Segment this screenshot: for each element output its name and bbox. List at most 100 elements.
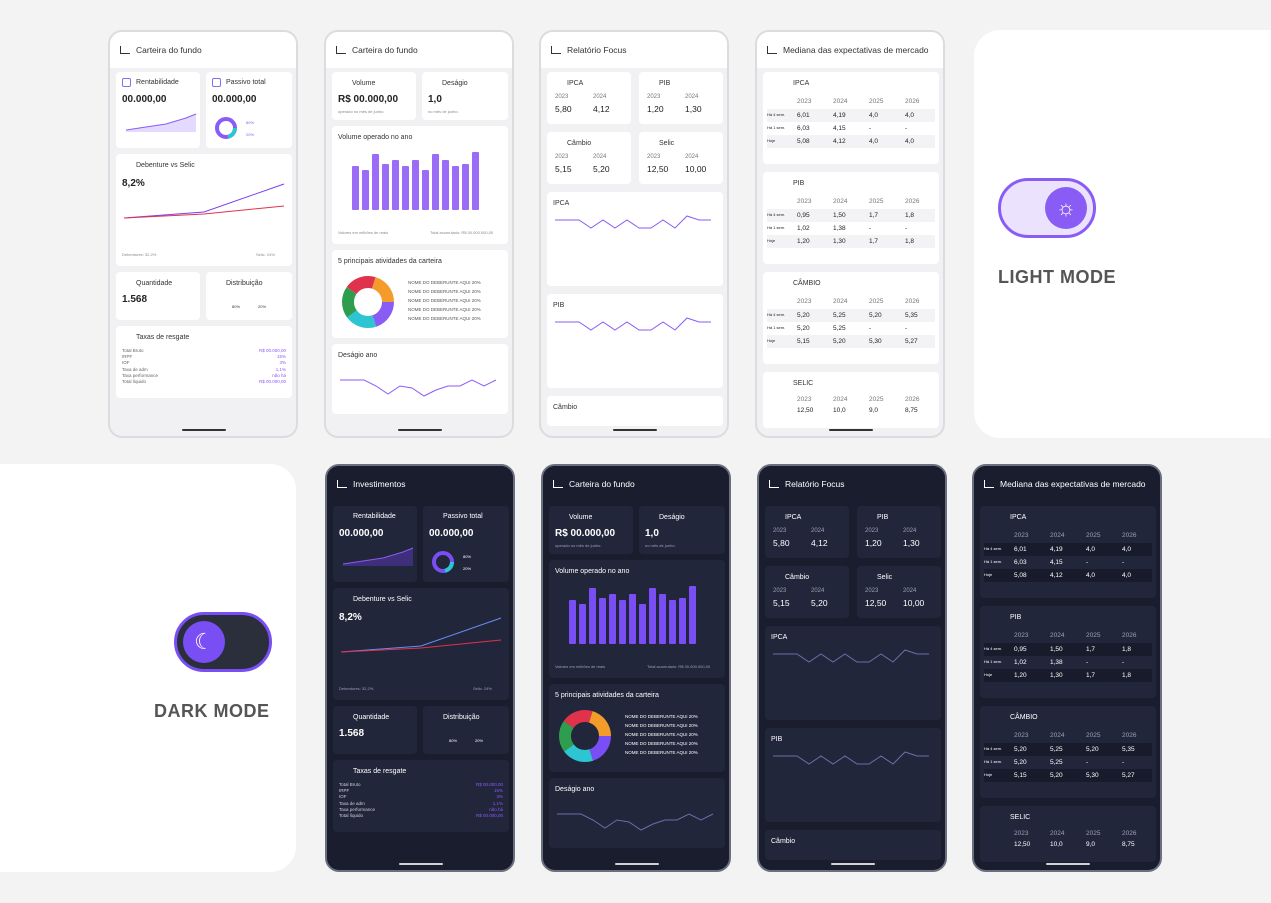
pib-chart-card[interactable]: PIB — [765, 728, 941, 822]
cell: 12,50 — [1014, 841, 1031, 848]
cell: 1,30 — [833, 238, 846, 245]
mediana-cambio-card[interactable]: CÂMBIO 2023 2024 2025 2026 Há 4 sem. 5,20 5,2… — [763, 272, 939, 364]
year-h: 2023 — [797, 98, 812, 105]
home-indicator[interactable] — [613, 429, 657, 431]
taxa-val: 15% — [493, 788, 503, 794]
cell: 5,25 — [1050, 759, 1063, 766]
cell: - — [1086, 759, 1089, 766]
selic-card[interactable]: Selic 2023 2024 12,50 10,00 — [639, 132, 723, 184]
passivo-card[interactable]: Passivo total 00.000,00 80% 20% — [423, 506, 509, 582]
taxas-list: Total Bruto R$ 00.000,00 IRPF 15% IOF 3% Ta… — [339, 782, 503, 819]
taxa-val: R$ 00.000,00 — [475, 813, 503, 819]
passivo-label: Passivo total — [443, 513, 483, 520]
ipca-card[interactable]: IPCA 2023 2024 5,80 4,12 — [765, 506, 849, 558]
taxas-label: Taxas de resgate — [136, 334, 190, 341]
debenture-card[interactable]: Debenture vs Selic 8,2% Debentures: 32,2… — [116, 154, 292, 266]
debenture-card[interactable]: Debenture vs Selic 8,2% Debentures: 32,2… — [333, 588, 509, 700]
cambio-chart-card[interactable]: Câmbio — [547, 396, 723, 426]
ipca-2023: 5,80 — [555, 104, 572, 114]
screen-title: Mediana das expectativas de mercado — [783, 45, 929, 55]
screen-title: Carteira do fundo — [352, 45, 418, 55]
rentabilidade-card[interactable]: Rentabilidade 00.000,00 — [116, 72, 200, 148]
mediana-selic-label: SELIC — [1010, 814, 1031, 821]
distribuicao-card[interactable]: Distribuição 80% 20% — [423, 706, 509, 754]
ipca-chart-card[interactable]: IPCA — [765, 626, 941, 720]
top5-card[interactable]: 5 principais atividades da carteira NOME… — [549, 684, 725, 772]
phone-dark-mediana: Mediana das expectativas de mercado IPCA… — [972, 464, 1162, 872]
cell: - — [869, 325, 872, 332]
socios-value: 80% — [232, 304, 241, 309]
year-h: 2024 — [833, 198, 848, 205]
mediana-ipca-card[interactable]: IPCA 2023 2024 2025 2026 Há 4 sem. 6,01 4,19 4… — [980, 506, 1156, 598]
pib-card[interactable]: PIB 2023 2024 1,20 1,30 — [857, 506, 941, 558]
desagio-note: no mês de junho. — [428, 109, 459, 114]
pib-label: PIB — [877, 514, 889, 521]
screen-title: Carteira do fundo — [569, 479, 635, 489]
cambio-chart-card[interactable]: Câmbio — [765, 830, 941, 860]
desagio-ano-card[interactable]: Deságio ano — [332, 344, 508, 414]
desagio-card[interactable]: Deságio 1,0 no mês de junho. — [639, 506, 725, 554]
cell: - — [869, 125, 872, 132]
pib-chart-card[interactable]: PIB — [547, 294, 723, 388]
cambio-card[interactable]: Câmbio 2023 2024 5,15 5,20 — [765, 566, 849, 618]
mediana-cambio-table: 2023 2024 2025 2026 Há 4 sem. 5,20 5,25 5,20 5,… — [984, 732, 1152, 782]
qtd-label: Quantidade — [353, 714, 390, 721]
deb-label: Debenture vs Selic — [136, 162, 195, 169]
row-label: Hoje — [984, 672, 993, 677]
mediana-ipca-label: IPCA — [793, 80, 810, 87]
row-label: Hoje — [767, 238, 776, 243]
mediana-cambio-card[interactable]: CÂMBIO 2023 2024 2025 2026 Há 4 sem. 5,20 5,2… — [980, 706, 1156, 798]
home-indicator[interactable] — [398, 429, 442, 431]
cell: 5,25 — [833, 312, 846, 319]
aportes-value: 80% — [463, 554, 472, 559]
rentabilidade-card[interactable]: Rentabilidade 00.000,00 — [333, 506, 417, 582]
ipca-card[interactable]: IPCA 2023 2024 5,80 4,12 — [547, 72, 631, 124]
mediana-pib-card[interactable]: PIB 2023 2024 2025 2026 Há 4 sem. 0,95 1,50 1,… — [763, 172, 939, 264]
qtd-label: Quantidade — [136, 280, 173, 287]
volume-ano-card[interactable]: Volume operado no ano Valores em milhões… — [549, 560, 725, 678]
cell: 1,7 — [869, 238, 879, 245]
home-indicator[interactable] — [829, 429, 873, 431]
volume-ano-card[interactable]: Volume operado no ano Valores em milhões… — [332, 126, 508, 244]
volume-card[interactable]: Volume R$ 00.000,00 operado no mês de ju… — [332, 72, 416, 120]
home-indicator[interactable] — [1046, 863, 1090, 865]
cambio-card[interactable]: Câmbio 2023 2024 5,15 5,20 — [547, 132, 631, 184]
dark-mode-toggle[interactable]: ☾ — [174, 612, 272, 672]
desagio-card[interactable]: Deságio 1,0 no mês de junho. — [422, 72, 508, 120]
volume-card[interactable]: Volume R$ 00.000,00 operado no mês de ju… — [549, 506, 633, 554]
taxas-card[interactable]: Taxas de resgate Total Bruto R$ 00.000,00… — [116, 326, 292, 398]
distribuicao-card[interactable]: Distribuição 80% 20% — [206, 272, 292, 320]
mediana-pib-card[interactable]: PIB 2023 2024 2025 2026 Há 4 sem. 0,95 1,50 1,… — [980, 606, 1156, 698]
taxas-list: Total Bruto R$ 00.000,00 IRPF 15% IOF 3% Ta… — [122, 348, 286, 385]
cell: 5,30 — [1086, 772, 1099, 779]
home-indicator[interactable] — [615, 863, 659, 865]
mediana-ipca-card[interactable]: IPCA 2023 2024 2025 2026 Há 4 sem. 6,01 4,19 4… — [763, 72, 939, 164]
desagio-ano-card[interactable]: Deságio ano — [549, 778, 725, 848]
ipca-2024: 4,12 — [593, 104, 610, 114]
quantidade-card[interactable]: Quantidade 1.568 — [116, 272, 200, 320]
cell: 8,75 — [1122, 841, 1135, 848]
pib-card[interactable]: PIB 2023 2024 1,20 1,30 — [639, 72, 723, 124]
selic-card[interactable]: Selic 2023 2024 12,50 10,00 — [857, 566, 941, 618]
year-h: 2025 — [1086, 830, 1101, 837]
year-label: 2024 — [903, 588, 917, 594]
taxas-card[interactable]: Taxas de resgate Total Bruto R$ 00.000,00… — [333, 760, 509, 832]
row-label: Há 4 sem. — [767, 312, 786, 317]
light-mode-toggle[interactable]: ☼ — [998, 178, 1096, 238]
top5-card[interactable]: 5 principais atividades da carteira NOME… — [332, 250, 508, 338]
passivo-card[interactable]: Passivo total 00.000,00 80% 20% — [206, 72, 292, 148]
ipca-chart-card[interactable]: IPCA — [547, 192, 723, 286]
mediana-selic-card[interactable]: SELIC 2023 2024 2025 2026 12,50 10,0 9,0 8,75 — [980, 806, 1156, 862]
mediana-selic-table: 2023 2024 2025 2026 12,50 10,0 9,0 8,75 — [767, 396, 935, 414]
vol-foot: Valores em milhões de reais — [338, 230, 389, 235]
taxa-val: R$ 00.000,00 — [475, 782, 503, 787]
home-indicator[interactable] — [831, 863, 875, 865]
home-indicator[interactable] — [399, 863, 443, 865]
quantidade-card[interactable]: Quantidade 1.568 — [333, 706, 417, 754]
home-indicator[interactable] — [182, 429, 226, 431]
row-label: Há 4 sem. — [767, 212, 786, 217]
cell: 1,38 — [1050, 659, 1063, 666]
mediana-pib-label: PIB — [793, 180, 805, 187]
cell: 6,03 — [1014, 559, 1027, 566]
mediana-selic-card[interactable]: SELIC 2023 2024 2025 2026 12,50 10,0 9,0 8,75 — [763, 372, 939, 428]
